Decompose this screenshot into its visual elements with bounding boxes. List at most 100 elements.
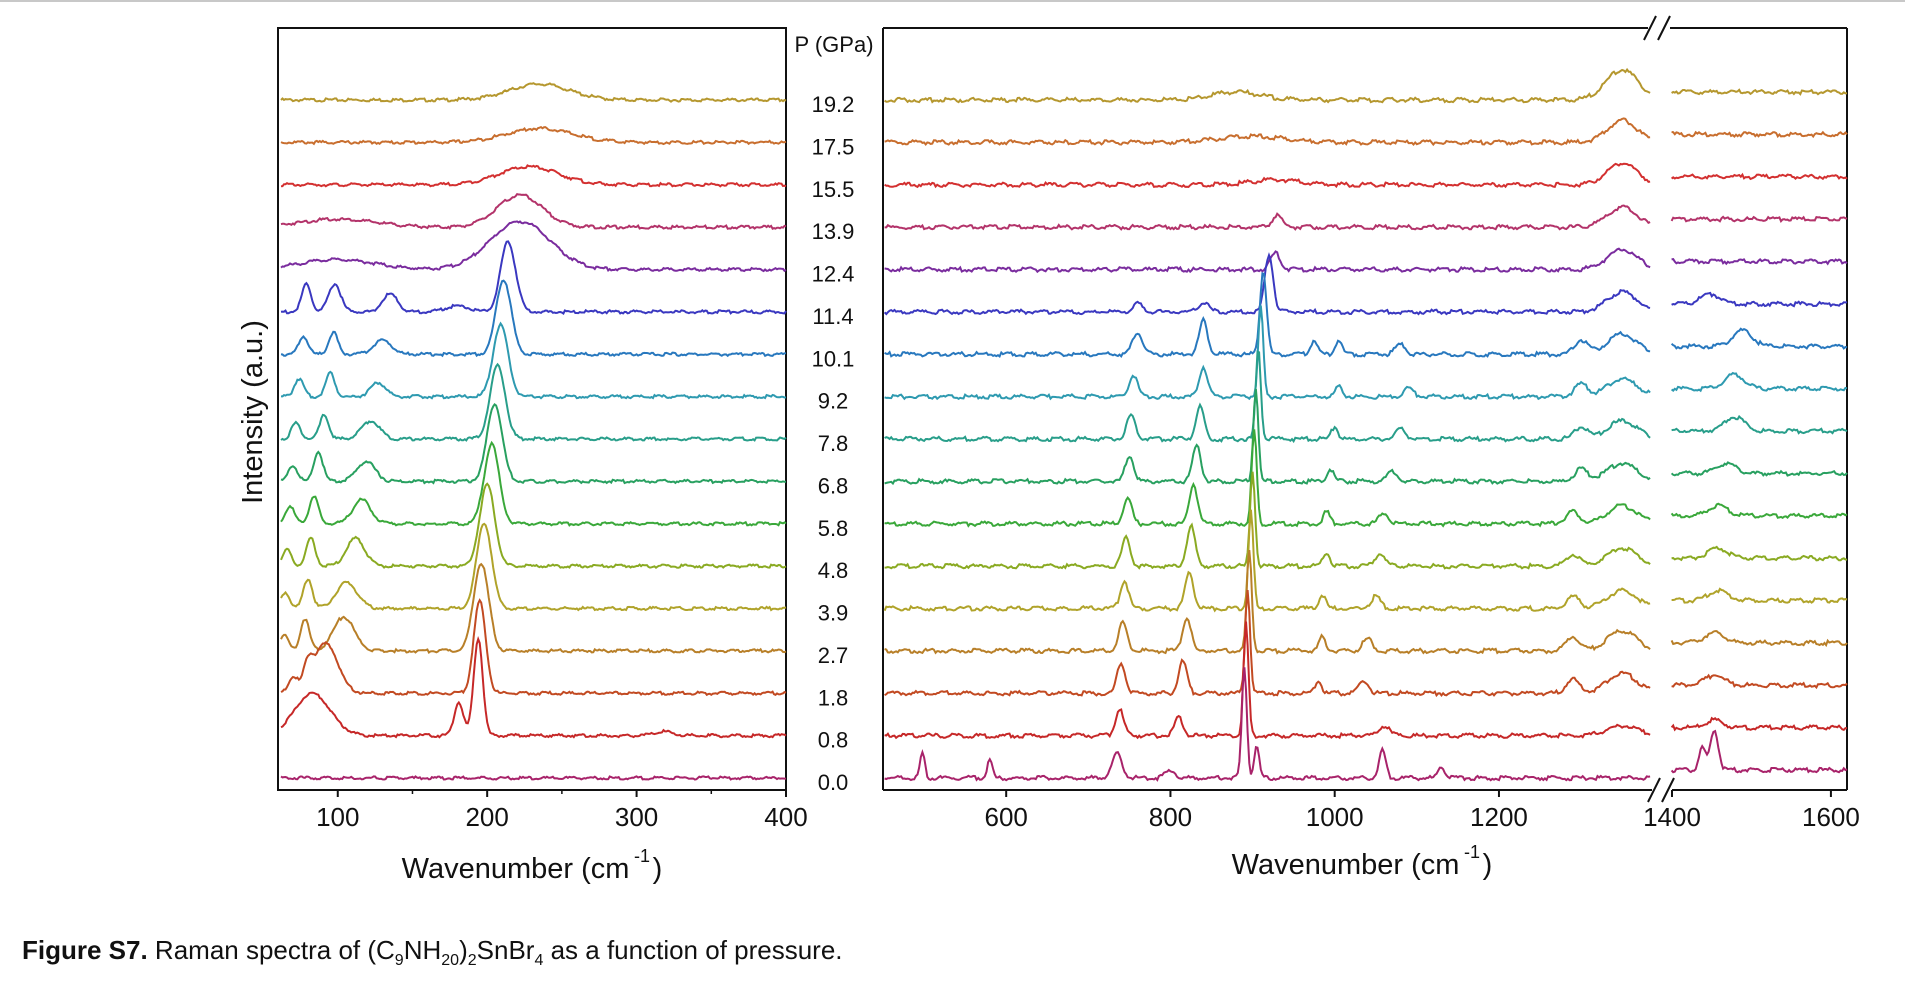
pressure-label: 9.2 [818,389,849,414]
spectrum-low-wavenumber [280,775,786,781]
caption-sub-2: 20 [441,952,460,970]
pressure-label: 7.8 [818,431,849,456]
spectrum-high-wavenumber [884,389,1651,486]
y-axis-label: Intensity (a.u.) [237,320,269,504]
spectrum-low-wavenumber [280,192,787,231]
spectrum-high-wavenumber [884,67,1651,104]
caption-text-3: ) [459,935,468,965]
spectrum-high-wavenumber-tail [1670,716,1848,732]
spectrum-high-wavenumber [883,509,1651,613]
spectrum-high-wavenumber [884,471,1651,570]
spectrum-high-wavenumber-tail [1671,414,1848,435]
left-x-axis-exponent: -1 [634,846,650,866]
axis-break-mark [1643,15,1657,41]
caption-sub-3: 2 [467,952,477,970]
pressure-label: 1.8 [818,685,849,710]
caption-text-2: NH [403,935,442,965]
pressure-label: 10.1 [812,346,855,371]
spectrum-low-wavenumber [280,635,787,739]
spectrum-low-wavenumber [280,440,787,527]
spectrum-high-wavenumber [884,429,1651,528]
spectrum-low-wavenumber [280,125,787,146]
pressure-label: 17.5 [812,134,855,159]
pressure-label: 12.4 [812,262,855,287]
spectrum-high-wavenumber [883,252,1651,316]
spectrum-high-wavenumber [884,350,1651,444]
spectrum-low-wavenumber [281,321,787,400]
pressure-label: 0.8 [818,728,849,753]
spectrum-high-wavenumber-tail [1671,88,1848,96]
spectrum-high-wavenumber-tail [1671,545,1848,562]
spectrum-high-wavenumber-tail [1670,729,1848,774]
caption-text-5: as a function of pressure. [543,935,843,965]
raman-figure: 100 200 300 400 600 800 1000 1200 1400 1600 Wave… [237,15,1860,885]
spectrum-low-wavenumber [280,279,787,358]
axis-break-mark [1657,15,1671,41]
figure-caption: Figure S7. Raman spectra of (C9NH20)2SnB… [22,935,843,970]
right-x-tick-label: 1000 [1306,802,1364,832]
spectrum-high-wavenumber-tail [1671,587,1848,604]
pressure-label: 19.2 [812,92,855,117]
spectrum-low-wavenumber [280,522,787,612]
axis-break-mark [1647,777,1661,803]
spectrum-high-wavenumber-tail [1671,673,1848,690]
spectrum-high-wavenumber-tail [1670,630,1848,648]
spectrum-high-wavenumber-tail [1670,461,1848,477]
spectrum-low-wavenumber [280,598,787,697]
pressure-label: 15.5 [812,177,855,202]
pressure-label: 11.4 [812,304,853,329]
pressure-label: 2.7 [818,643,849,668]
spectrum-low-wavenumber [280,220,787,273]
spectrum-high-wavenumber [884,621,1651,740]
spectrum-high-wavenumber [884,590,1651,698]
spectrum-high-wavenumber-tail [1671,371,1848,393]
spectrum-high-wavenumber-tail [1670,327,1848,350]
spectrum-high-wavenumber [884,204,1651,231]
axis-break-mark [1661,777,1675,803]
spectrum-low-wavenumber [280,164,787,188]
right-x-tick-label: 800 [1149,802,1192,832]
spectrum-high-wavenumber [884,667,1651,782]
pressure-label: 6.8 [818,473,849,498]
caption-label: Figure S7. [22,935,148,965]
left-x-tick-label: 100 [316,802,359,832]
spectrum-high-wavenumber [884,117,1651,147]
caption-sub-1: 9 [394,952,404,970]
caption-sub-4: 4 [534,952,544,970]
spectrum-high-wavenumber-tail [1671,291,1848,308]
spectrum-low-wavenumber [280,402,786,485]
spectrum-high-wavenumber-tail [1671,172,1848,181]
left-plot-frame [277,27,787,791]
right-x-axis-label: Wavenumber (cm ) [1232,849,1493,881]
pressure-header: P (GPa) [794,32,873,57]
left-x-tick-label: 300 [615,802,658,832]
left-x-tick-label: 200 [465,802,508,832]
left-x-tick-label: 400 [764,802,807,832]
spectrum-high-wavenumber [884,272,1651,359]
spectrum-low-wavenumber [280,362,787,442]
caption-text-4: SnBr [476,935,535,965]
right-x-axis-exponent: -1 [1464,842,1480,862]
top-rule [0,0,1905,2]
right-x-tick-label: 600 [984,802,1027,832]
spectrum-high-wavenumber [884,305,1651,401]
pressure-label: 13.9 [812,219,855,244]
pressure-label: 3.9 [818,601,849,626]
spectrum-high-wavenumber-tail [1670,502,1848,519]
left-x-axis-label: Wavenumber (cm ) [402,853,663,885]
right-x-tick-label: 1400 [1643,802,1701,832]
spectrum-low-wavenumber [280,82,787,103]
spectrum-low-wavenumber [280,562,787,655]
spectrum-high-wavenumber-tail [1671,257,1848,266]
pressure-label: 4.8 [818,558,849,583]
pressure-label: 5.8 [818,516,849,541]
spectrum-low-wavenumber [280,240,787,315]
right-x-tick-label: 1200 [1470,802,1528,832]
spectrum-low-wavenumber [280,482,787,569]
caption-text-1: Raman spectra of (C [147,935,395,965]
spectrum-high-wavenumber-tail [1670,215,1848,224]
pressure-label: 0.0 [818,770,849,795]
spectrum-high-wavenumber [884,550,1651,655]
spectrum-high-wavenumber-tail [1671,130,1848,139]
spectrum-high-wavenumber [884,162,1651,189]
